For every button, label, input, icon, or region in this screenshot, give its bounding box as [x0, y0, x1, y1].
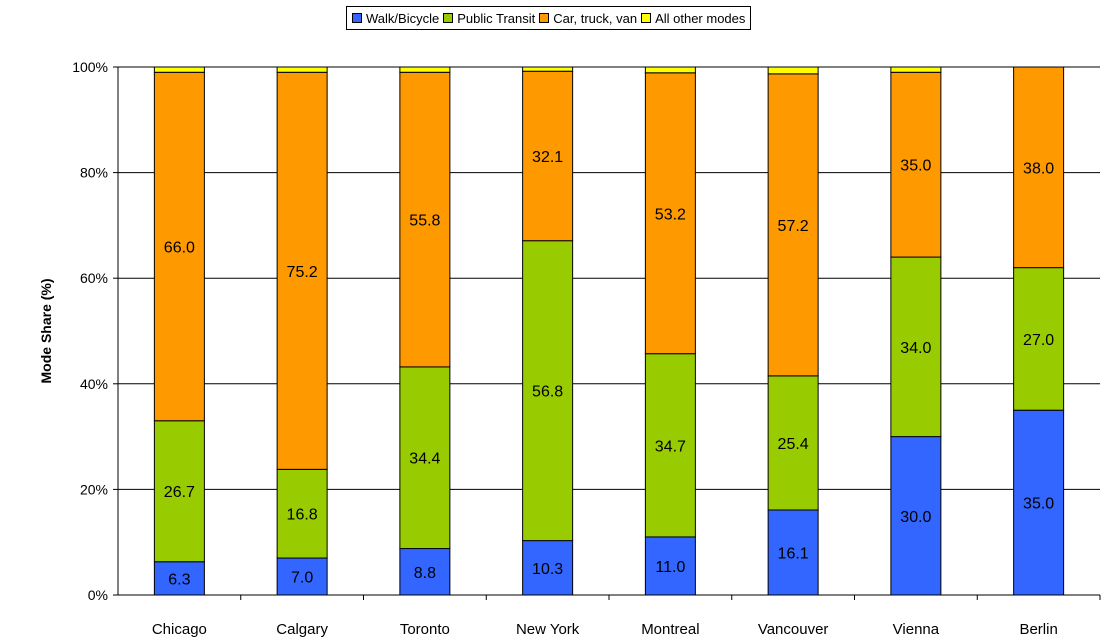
x-tick-label: New York: [516, 621, 580, 638]
bar-segment: [644, 353, 696, 538]
bar-segment: [522, 240, 574, 542]
legend-swatch-public-transit: [443, 13, 454, 23]
bar-segment: [153, 71, 205, 422]
x-tick-label: Vancouver: [758, 621, 829, 638]
data-label: 56.8: [532, 384, 563, 401]
data-label: 75.2: [287, 264, 318, 281]
data-label: 7.0: [291, 570, 313, 587]
y-tick-label: 40%: [80, 376, 108, 392]
bar-segment: [644, 72, 696, 355]
bar-segment: [522, 70, 574, 242]
bar-segment: [276, 66, 328, 73]
data-label: 30.0: [900, 509, 931, 526]
legend-swatch-all-other-modes: [641, 13, 652, 23]
data-label: 35.0: [1023, 496, 1054, 513]
y-tick-label: 80%: [80, 165, 108, 181]
data-label: 26.7: [164, 484, 195, 501]
data-label: 55.8: [409, 213, 440, 230]
legend-label-car-truck-van: Car, truck, van: [553, 10, 638, 26]
bar-segment: [399, 66, 451, 73]
data-label: 16.1: [778, 545, 809, 562]
bar-segment: [399, 548, 451, 596]
bar-segment: [153, 66, 205, 73]
legend-label-walk-bicycle: Walk/Bicycle: [366, 10, 440, 26]
bar-segment: [399, 71, 451, 368]
data-label: 16.8: [287, 507, 318, 524]
legend-item-car-truck-van: Car, truck, van: [539, 11, 637, 26]
x-tick-label: Montreal: [641, 621, 699, 638]
data-label: 32.1: [532, 149, 563, 166]
bar-segment: [767, 66, 819, 75]
data-label: 34.4: [409, 451, 440, 468]
bar-segment: [1013, 267, 1065, 411]
bar-segment: [890, 66, 942, 73]
x-tick-label: Chicago: [152, 621, 207, 638]
data-label: 27.0: [1023, 332, 1054, 349]
bar-segment: [644, 536, 696, 596]
bar-segment: [644, 66, 696, 74]
data-label: 6.3: [168, 571, 190, 588]
bar-segment: [522, 66, 574, 72]
y-tick-label: 60%: [80, 270, 108, 286]
legend-item-walk-bicycle: Walk/Bicycle: [352, 11, 439, 26]
x-tick-label: Vienna: [893, 621, 940, 638]
data-label: 35.0: [900, 158, 931, 175]
data-label: 11.0: [655, 559, 685, 576]
bar-segment: [1013, 409, 1065, 596]
data-label: 34.0: [900, 340, 931, 357]
data-label: 66.0: [164, 240, 195, 257]
data-label: 57.2: [778, 218, 809, 235]
data-label: 38.0: [1023, 160, 1054, 177]
bar-segment: [399, 366, 451, 550]
y-axis-label: Mode Share (%): [38, 278, 54, 383]
data-label: 53.2: [655, 206, 686, 223]
data-label: 10.3: [532, 561, 563, 578]
chart-legend: Walk/Bicycle Public Transit Car, truck, …: [346, 6, 752, 30]
y-tick-label: 100%: [72, 59, 108, 75]
x-tick-label: Berlin: [1019, 621, 1057, 638]
bar-segment: [153, 420, 205, 563]
bar-segment: [1013, 66, 1065, 269]
bar-segment: [276, 71, 328, 470]
bar-segment: [153, 561, 205, 596]
legend-item-all-other-modes: All other modes: [641, 11, 745, 26]
x-tick-label: Calgary: [276, 621, 328, 638]
data-label: 8.8: [414, 565, 436, 582]
y-tick-label: 20%: [80, 481, 108, 497]
bar-segment: [890, 256, 942, 438]
legend-label-all-other-modes: All other modes: [655, 10, 746, 26]
bar-segment: [890, 436, 942, 596]
bar-segment: [890, 71, 942, 258]
legend-label-public-transit: Public Transit: [457, 10, 536, 26]
legend-swatch-walk-bicycle: [352, 13, 362, 23]
data-label: 25.4: [778, 436, 809, 453]
y-tick-label: 0%: [88, 587, 108, 603]
x-tick-label: Toronto: [400, 621, 450, 638]
data-label: 34.7: [655, 438, 686, 455]
legend-swatch-car-truck-van: [539, 13, 550, 23]
legend-item-public-transit: Public Transit: [443, 11, 535, 26]
bar-segment: [767, 375, 819, 511]
bar-segment: [767, 73, 819, 377]
bar-segment: [276, 468, 328, 559]
